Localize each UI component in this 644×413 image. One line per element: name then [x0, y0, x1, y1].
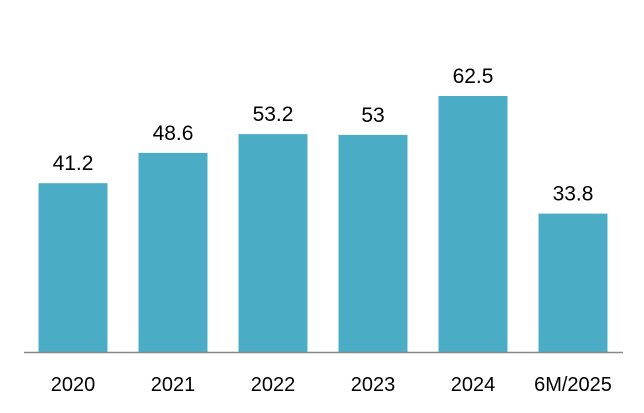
bar-2023 — [338, 134, 408, 352]
bar-6M/2025 — [538, 213, 608, 352]
x-tick-label-2021: 2021 — [151, 374, 196, 396]
data-labels-group: 41.2 48.6 53.2 53 62.5 33.8 — [53, 65, 594, 206]
x-tick-labels-group: 2020 2021 2022 2023 2024 6M/2025 — [51, 374, 612, 396]
x-tick-label-2024: 2024 — [451, 374, 496, 396]
bar-2022 — [238, 134, 308, 352]
bar-2024 — [438, 96, 508, 352]
x-tick-label-2023: 2023 — [351, 374, 396, 396]
bar-2021 — [138, 152, 208, 352]
bars-group — [38, 96, 608, 352]
x-tick-label-2020: 2020 — [51, 374, 96, 396]
data-label-6M/2025: 33.8 — [553, 183, 594, 206]
x-tick-label-6M/2025: 6M/2025 — [534, 374, 612, 396]
data-label-2020: 41.2 — [53, 152, 94, 175]
data-label-2023: 53 — [361, 104, 384, 127]
data-label-2021: 48.6 — [153, 122, 194, 145]
bar-2020 — [38, 183, 108, 352]
data-label-2022: 53.2 — [253, 103, 294, 126]
x-tick-label-2022: 2022 — [251, 374, 296, 396]
data-label-2024: 62.5 — [453, 65, 494, 88]
